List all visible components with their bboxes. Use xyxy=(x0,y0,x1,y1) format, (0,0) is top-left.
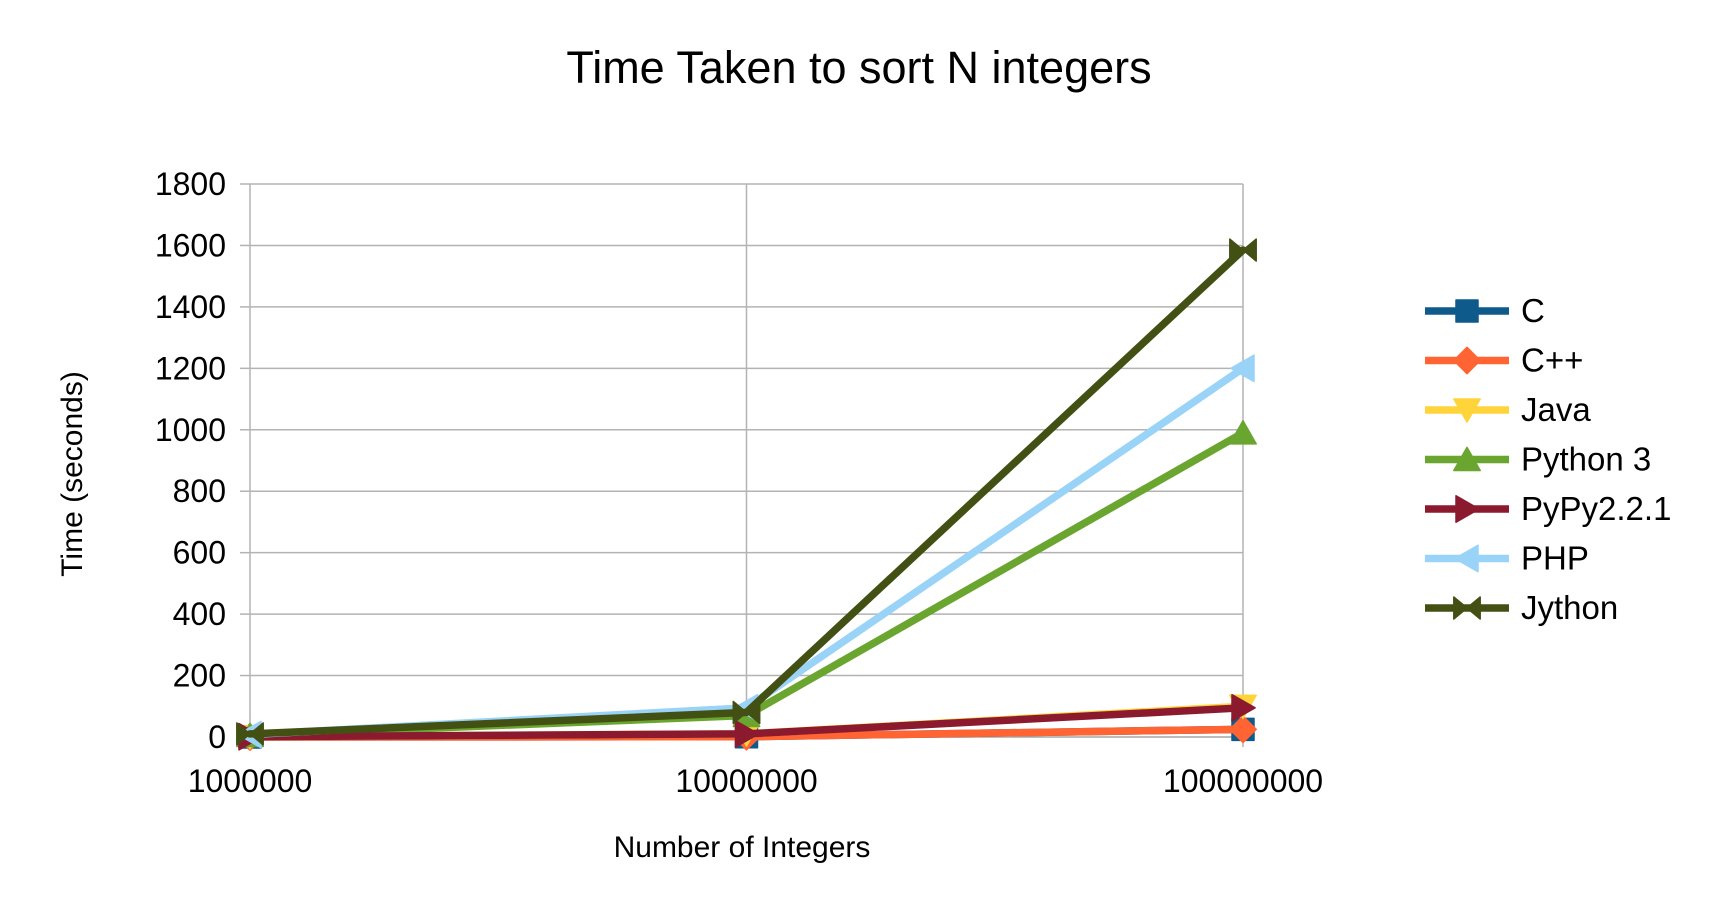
y-tick-label: 1600 xyxy=(155,227,226,263)
legend-item: C xyxy=(1425,292,1545,329)
y-tick-label: 1800 xyxy=(155,166,226,202)
legend-marker xyxy=(1453,398,1481,423)
chart-title: Time Taken to sort N integers xyxy=(566,42,1152,93)
series-jython xyxy=(236,238,1257,746)
legend-item: C++ xyxy=(1425,342,1583,379)
legend-label: PyPy2.2.1 xyxy=(1521,490,1671,527)
data-point xyxy=(734,719,760,748)
y-tick-label: 1200 xyxy=(155,350,226,386)
y-axis-label: Time (seconds) xyxy=(56,371,89,577)
y-tick-label: 800 xyxy=(173,473,226,509)
legend-marker xyxy=(1453,596,1481,620)
data-point xyxy=(236,722,264,746)
legend-label: Java xyxy=(1521,391,1591,428)
legend-marker xyxy=(1454,544,1479,573)
y-tick-label: 1000 xyxy=(155,412,226,448)
data-point xyxy=(1229,420,1257,445)
y-tick-label: 200 xyxy=(173,658,226,694)
data-point xyxy=(1229,715,1257,744)
x-axis-label: Number of Integers xyxy=(614,831,871,864)
legend-label: Jython xyxy=(1521,589,1618,626)
y-tick-label: 600 xyxy=(173,535,226,571)
legend-item: Jython xyxy=(1425,589,1618,626)
legend-marker xyxy=(1455,495,1480,523)
legend-marker xyxy=(1455,299,1479,323)
x-tick-label: 100000000 xyxy=(1163,763,1323,799)
data-point xyxy=(1230,354,1255,383)
x-tick-label: 10000000 xyxy=(675,763,817,799)
series xyxy=(236,238,1257,751)
legend-label: C++ xyxy=(1521,342,1583,379)
legend-item: Java xyxy=(1425,391,1591,428)
data-point xyxy=(1229,238,1257,262)
legend-item: PHP xyxy=(1425,540,1589,577)
legend-label: PHP xyxy=(1521,540,1589,577)
legend-marker xyxy=(1453,446,1481,472)
y-tick-label: 400 xyxy=(173,596,226,632)
y-tick-label: 1400 xyxy=(155,289,226,325)
legend: C C++ Java Python 3 PyPy2.2.1 PHP Jython xyxy=(1425,292,1671,626)
legend-item: Python 3 xyxy=(1425,441,1651,478)
data-point xyxy=(1231,693,1256,722)
legend-label: C xyxy=(1521,292,1545,329)
legend-marker xyxy=(1453,346,1481,375)
x-tick-label: 1000000 xyxy=(188,763,313,799)
axes: 0 200 400 600 800 1000 1200 1400 1600 1800 1000000… xyxy=(155,166,1323,799)
legend-item: PyPy2.2.1 xyxy=(1425,490,1671,527)
y-tick-label: 0 xyxy=(208,719,226,755)
gridlines xyxy=(250,183,1244,738)
data-point xyxy=(732,700,761,725)
legend-label: Python 3 xyxy=(1521,441,1651,478)
